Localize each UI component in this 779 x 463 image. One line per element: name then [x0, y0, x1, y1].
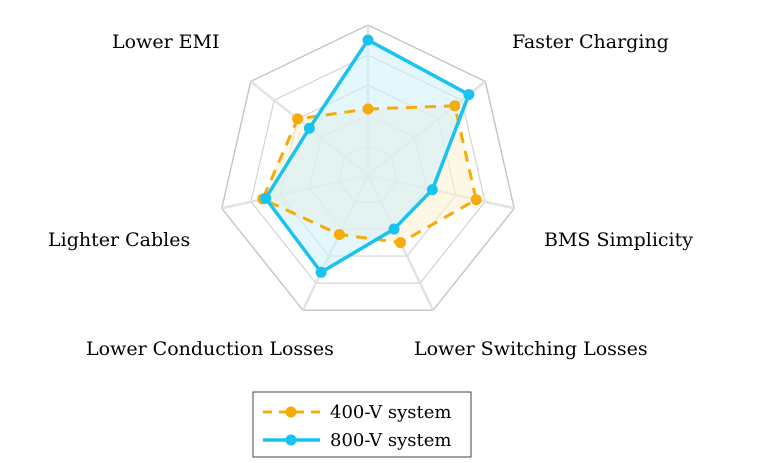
legend-swatch-400v-marker: [285, 406, 297, 418]
legend-box: [252, 391, 472, 458]
series-line-800-v-system: [263, 38, 471, 275]
data-point-400-v-system-3: [470, 194, 482, 206]
axis-label-lower-conduction-losses: Lower Conduction Losses: [86, 338, 334, 360]
axis-label-lighter-cables: Lighter Cables: [48, 229, 190, 251]
axis-label-lower-emi: Lower EMI: [112, 31, 220, 53]
legend-label-400v: 400-V system: [330, 402, 451, 423]
axis-label-faster-charging: Faster Charging: [512, 31, 669, 53]
data-point-800-v-system-7: [303, 122, 315, 134]
data-point-400-v-system-2: [449, 100, 461, 112]
legend-item-800v: 800-V system: [263, 430, 451, 451]
grid-ring-4: [250, 54, 486, 284]
grid-ring-5: [221, 24, 515, 311]
axis-labels: Faster Charging BMS Simplicity Lower Swi…: [48, 31, 693, 360]
axis-label-bms-simplicity: BMS Simplicity: [544, 229, 693, 251]
axis-label-lower-switching-losses: Lower Switching Losses: [414, 338, 648, 360]
data-point-800-v-system-3: [426, 184, 438, 196]
legend-swatch-800v-marker: [285, 434, 297, 446]
data-point-800-v-system-2: [463, 89, 475, 101]
data-point-400-v-system-1: [362, 103, 374, 115]
data-point-800-v-system-1: [362, 34, 374, 46]
data-point-400-v-system-7: [292, 113, 304, 125]
legend-label-800v: 800-V system: [330, 430, 451, 451]
data-point-800-v-system-4: [388, 223, 400, 235]
legend-item-400v: 400-V system: [263, 402, 451, 423]
data-point-800-v-system-6: [260, 192, 272, 204]
legend: 400-V system 800-V system: [252, 391, 472, 458]
data-point-400-v-system-5: [333, 228, 345, 240]
data-point-400-v-system-4: [395, 237, 407, 249]
radar-series: [257, 34, 482, 278]
series-area-800-v-system: [265, 40, 469, 273]
data-point-800-v-system-5: [315, 266, 327, 278]
